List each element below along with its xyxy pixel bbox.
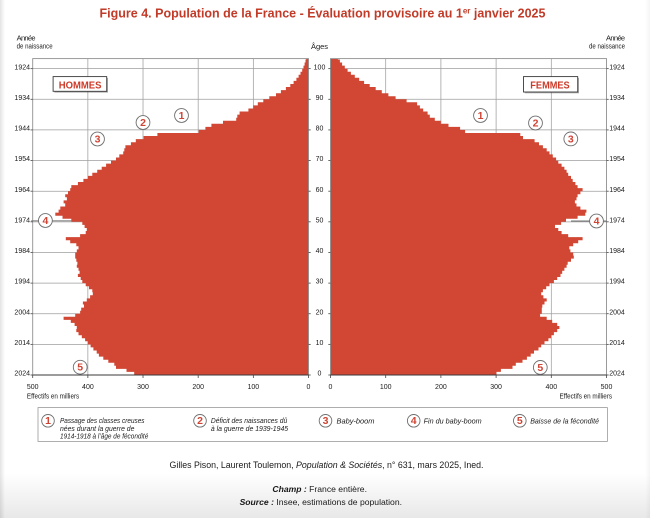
svg-text:1924: 1924 bbox=[14, 64, 30, 71]
svg-text:2014: 2014 bbox=[609, 340, 625, 347]
svg-text:30: 30 bbox=[316, 279, 324, 286]
svg-text:Champ : France entière.: Champ : France entière. bbox=[272, 484, 367, 494]
svg-text:1964: 1964 bbox=[609, 187, 625, 194]
svg-text:5: 5 bbox=[77, 362, 83, 374]
svg-text:90: 90 bbox=[316, 95, 324, 102]
svg-text:Fin du baby-boom: Fin du baby-boom bbox=[424, 416, 482, 425]
svg-text:3: 3 bbox=[323, 415, 329, 427]
svg-text:Année: Année bbox=[17, 34, 36, 43]
svg-text:1944: 1944 bbox=[14, 126, 30, 133]
svg-text:1944: 1944 bbox=[609, 126, 625, 133]
svg-text:Passage des classes creuses: Passage des classes creuses bbox=[60, 416, 145, 425]
svg-text:2004: 2004 bbox=[609, 309, 625, 316]
svg-text:400: 400 bbox=[82, 384, 94, 391]
svg-text:5: 5 bbox=[517, 415, 523, 427]
svg-text:3: 3 bbox=[568, 133, 574, 145]
svg-text:200: 200 bbox=[435, 384, 447, 391]
svg-text:300: 300 bbox=[137, 384, 149, 391]
svg-text:1974: 1974 bbox=[14, 217, 30, 224]
svg-text:70: 70 bbox=[316, 156, 324, 163]
svg-text:2004: 2004 bbox=[14, 309, 30, 316]
svg-text:80: 80 bbox=[316, 126, 324, 133]
svg-text:1934: 1934 bbox=[14, 95, 30, 102]
svg-text:2024: 2024 bbox=[14, 371, 30, 378]
svg-text:10: 10 bbox=[316, 340, 324, 347]
svg-text:2: 2 bbox=[533, 117, 539, 129]
svg-text:0: 0 bbox=[329, 384, 333, 391]
svg-text:1954: 1954 bbox=[14, 156, 30, 163]
svg-text:5: 5 bbox=[537, 362, 543, 374]
svg-text:3: 3 bbox=[95, 133, 101, 145]
svg-text:2014: 2014 bbox=[14, 340, 30, 347]
svg-text:1914-1918 à l’âge de fécondité: 1914-1918 à l’âge de fécondité bbox=[60, 432, 148, 441]
svg-text:2024: 2024 bbox=[609, 371, 625, 378]
svg-text:Année: Année bbox=[606, 34, 625, 43]
svg-text:1934: 1934 bbox=[609, 95, 625, 102]
svg-text:Âges: Âges bbox=[311, 42, 328, 51]
svg-text:1984: 1984 bbox=[14, 248, 30, 255]
svg-text:Effectifs en milliers: Effectifs en milliers bbox=[27, 392, 80, 401]
svg-text:HOMMES: HOMMES bbox=[59, 80, 102, 92]
svg-text:500: 500 bbox=[27, 384, 39, 391]
svg-text:Effectifs en milliers: Effectifs en milliers bbox=[560, 392, 613, 401]
svg-text:1994: 1994 bbox=[14, 279, 30, 286]
svg-text:1964: 1964 bbox=[14, 187, 30, 194]
svg-text:60: 60 bbox=[316, 187, 324, 194]
svg-text:100: 100 bbox=[247, 384, 259, 391]
svg-text:4: 4 bbox=[411, 415, 417, 427]
svg-text:1974: 1974 bbox=[609, 217, 625, 224]
svg-text:Figure 4. Population de la Fra: Figure 4. Population de la France - Éval… bbox=[100, 6, 546, 21]
svg-text:1954: 1954 bbox=[609, 156, 625, 163]
svg-text:Baby-boom: Baby-boom bbox=[337, 416, 375, 425]
svg-text:1: 1 bbox=[179, 110, 185, 122]
svg-text:de naissance: de naissance bbox=[589, 41, 625, 50]
svg-text:50: 50 bbox=[316, 217, 324, 224]
svg-text:20: 20 bbox=[316, 309, 324, 316]
svg-text:500: 500 bbox=[601, 384, 613, 391]
svg-text:1994: 1994 bbox=[609, 279, 625, 286]
svg-text:4: 4 bbox=[42, 215, 48, 227]
svg-text:2: 2 bbox=[140, 117, 146, 129]
svg-text:Baisse de la fécondité: Baisse de la fécondité bbox=[530, 416, 599, 425]
svg-text:1: 1 bbox=[478, 110, 484, 122]
svg-text:1924: 1924 bbox=[609, 64, 625, 71]
svg-text:Gilles Pison, Laurent Toulemon: Gilles Pison, Laurent Toulemon, Populati… bbox=[170, 460, 484, 470]
svg-text:1: 1 bbox=[45, 415, 51, 427]
svg-text:1984: 1984 bbox=[609, 248, 625, 255]
svg-text:300: 300 bbox=[490, 384, 502, 391]
svg-text:40: 40 bbox=[316, 248, 324, 255]
svg-text:2: 2 bbox=[197, 415, 203, 427]
svg-text:400: 400 bbox=[545, 384, 557, 391]
svg-text:200: 200 bbox=[192, 384, 204, 391]
svg-text:Déficit des naissances dû: Déficit des naissances dû bbox=[211, 416, 288, 425]
svg-text:4: 4 bbox=[594, 215, 600, 227]
svg-text:100: 100 bbox=[380, 384, 392, 391]
svg-text:FEMMES: FEMMES bbox=[530, 80, 569, 92]
svg-text:100: 100 bbox=[314, 64, 326, 71]
svg-text:de naissance: de naissance bbox=[17, 41, 53, 50]
svg-text:Source : Insee, estimations de: Source : Insee, estimations de populatio… bbox=[240, 497, 402, 507]
svg-text:à la guerre de 1939-1945: à la guerre de 1939-1945 bbox=[211, 424, 289, 433]
svg-text:0: 0 bbox=[318, 371, 322, 378]
svg-text:0: 0 bbox=[307, 384, 311, 391]
svg-text:nées durant la guerre de: nées durant la guerre de bbox=[60, 424, 134, 433]
